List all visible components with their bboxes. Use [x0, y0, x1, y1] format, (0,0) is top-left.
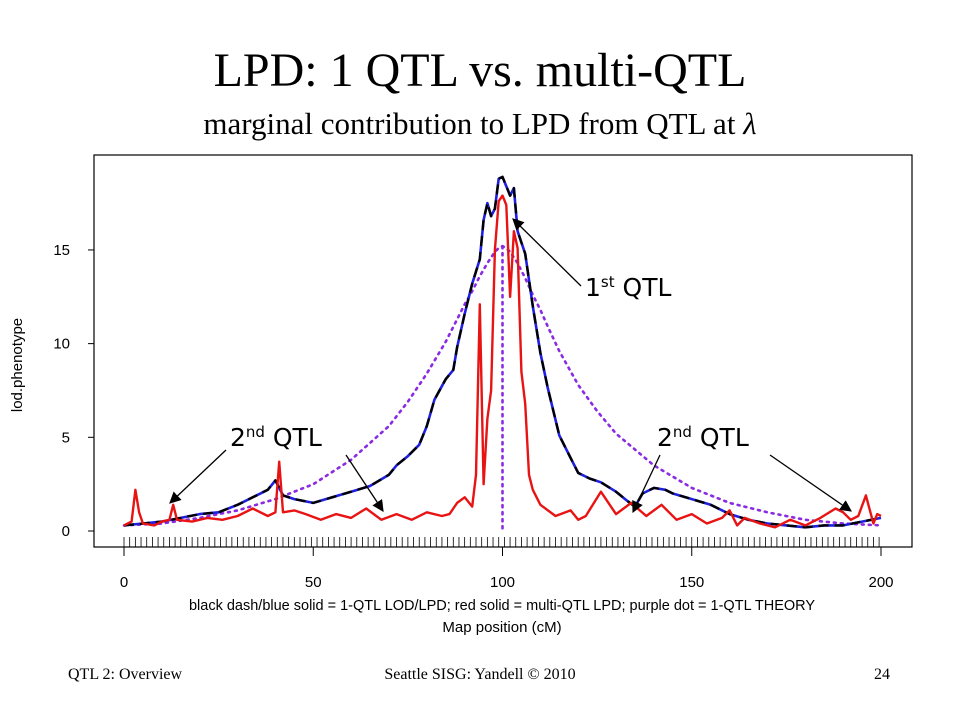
- annotation-second-qtl-right: 2nd QTL: [632, 423, 852, 514]
- x-tick-label: 0: [120, 574, 128, 591]
- series-layer: [122, 175, 883, 533]
- first-qtl-tail: QTL: [615, 273, 672, 302]
- svg-text:2nd QTL: 2nd QTL: [230, 423, 322, 452]
- x-minor-ticks: [123, 537, 880, 547]
- series-lod-1qtl-black: [123, 175, 882, 529]
- second-qtl-left-sup: nd: [246, 423, 265, 441]
- y-tick-label: 5: [62, 429, 70, 446]
- second-qtl-left-tail: QTL: [265, 423, 322, 452]
- second-qtl-left-arrow-1: [169, 449, 227, 504]
- lambda-symbol: λ: [743, 106, 757, 141]
- chart-caption: black dash/blue solid = 1-QTL LOD/LPD; r…: [189, 598, 815, 614]
- second-qtl-right-base: 2: [657, 423, 673, 452]
- y-tick-label: 15: [53, 242, 70, 259]
- footer-center: Seattle SISG: Yandell © 2010: [384, 666, 576, 683]
- second-qtl-right-arrow-2: [769, 454, 852, 512]
- y-tick-label: 10: [53, 336, 70, 353]
- x-tick-label: 150: [679, 574, 704, 591]
- x-tick-label: 100: [490, 574, 515, 591]
- x-axis: 0 50 100 150 200: [120, 546, 894, 591]
- second-qtl-right-tail: QTL: [692, 423, 749, 452]
- series-lpd-multi-qtl: [123, 194, 882, 529]
- annotation-second-qtl-left: 2nd QTL: [169, 423, 384, 512]
- annotation-first-qtl: 1st QTL: [512, 218, 672, 302]
- slide-subtitle: marginal contribution to LPD from QTL at…: [0, 106, 960, 142]
- slide-title: LPD: 1 QTL vs. multi-QTL: [213, 44, 747, 97]
- svg-text:1st QTL: 1st QTL: [585, 273, 672, 302]
- x-tick-label: 50: [305, 574, 322, 591]
- second-qtl-right-sup: nd: [673, 423, 692, 441]
- subtitle-text: marginal contribution to LPD from QTL at: [203, 106, 744, 141]
- first-qtl-sup: st: [601, 273, 615, 291]
- first-qtl-arrow: [512, 218, 582, 287]
- svg-text:2nd QTL: 2nd QTL: [657, 423, 749, 452]
- x-tick-label: 200: [868, 574, 893, 591]
- x-axis-label: Map position (cM): [442, 619, 561, 636]
- footer-left: QTL 2: Overview: [68, 666, 183, 683]
- y-tick-label: 0: [62, 523, 70, 540]
- second-qtl-left-arrow-2: [345, 454, 384, 512]
- y-axis: 0 5 10 15: [53, 242, 95, 540]
- first-qtl-base: 1: [585, 273, 601, 302]
- y-axis-label: lod.phenotype: [9, 318, 26, 412]
- footer-page-number: 24: [874, 666, 890, 683]
- second-qtl-left-base: 2: [230, 423, 246, 452]
- second-qtl-right-arrow-1: [632, 454, 661, 514]
